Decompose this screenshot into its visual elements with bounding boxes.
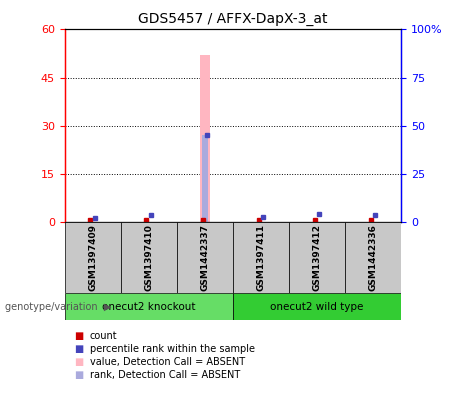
Text: GSM1397410: GSM1397410 — [144, 224, 153, 291]
Bar — [200, 55, 210, 222]
Text: count: count — [90, 331, 118, 341]
Text: onecut2 knockout: onecut2 knockout — [102, 301, 195, 312]
Bar — [202, 135, 208, 222]
Text: ■: ■ — [74, 344, 83, 354]
Text: percentile rank within the sample: percentile rank within the sample — [90, 344, 255, 354]
Text: genotype/variation  ▶: genotype/variation ▶ — [5, 301, 111, 312]
Title: GDS5457 / AFFX-DapX-3_at: GDS5457 / AFFX-DapX-3_at — [138, 12, 328, 26]
Text: GSM1397412: GSM1397412 — [313, 224, 321, 291]
Text: ■: ■ — [74, 331, 83, 341]
Text: value, Detection Call = ABSENT: value, Detection Call = ABSENT — [90, 357, 245, 367]
Text: ■: ■ — [74, 370, 83, 380]
Bar — [233, 293, 401, 320]
Text: GSM1442337: GSM1442337 — [200, 224, 209, 291]
Bar — [177, 222, 233, 293]
Bar — [289, 222, 345, 293]
Text: GSM1397409: GSM1397409 — [88, 224, 97, 291]
Bar — [121, 222, 177, 293]
Bar — [345, 222, 401, 293]
Bar — [65, 222, 121, 293]
Bar — [233, 222, 289, 293]
Text: rank, Detection Call = ABSENT: rank, Detection Call = ABSENT — [90, 370, 240, 380]
Text: GSM1397411: GSM1397411 — [256, 224, 266, 291]
Bar — [65, 293, 233, 320]
Text: onecut2 wild type: onecut2 wild type — [270, 301, 364, 312]
Text: ■: ■ — [74, 357, 83, 367]
Text: GSM1442336: GSM1442336 — [368, 224, 378, 291]
